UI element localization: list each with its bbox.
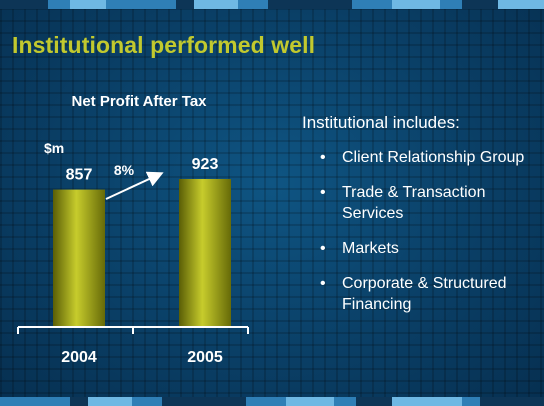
stripe-segment: [480, 397, 524, 406]
chart-title: Net Profit After Tax: [71, 93, 207, 110]
stripe-segment: [392, 397, 462, 406]
growth-percent-label: 8%: [114, 162, 135, 178]
bar-2005: [179, 179, 231, 327]
chart-unit-label: $m: [44, 140, 65, 156]
stripe-segment: [462, 0, 498, 9]
stripe-segment: [352, 0, 392, 9]
bullet-text: Client Relationship Group: [342, 149, 525, 166]
bullet-dot-icon: •: [320, 149, 326, 166]
bar-2004: [53, 189, 105, 327]
bullet-text: Markets: [342, 240, 399, 257]
stripe-segment: [238, 0, 268, 9]
bullet-text: Trade & Transaction Services: [342, 184, 486, 222]
bottom-stripe-band: [0, 397, 544, 406]
bullet-item: • Trade & Transaction Services: [318, 182, 540, 224]
stripe-segment: [0, 0, 48, 9]
bar-value-label: 857: [66, 167, 93, 184]
stripe-segment: [194, 0, 238, 9]
stripe-segment: [268, 0, 326, 9]
slide-title: Institutional performed well: [12, 32, 316, 58]
stripe-segment: [176, 0, 194, 9]
stripe-segment: [524, 397, 544, 406]
stripe-segment: [246, 397, 286, 406]
stripe-segment: [0, 397, 70, 406]
stripe-segment: [70, 397, 88, 406]
bullets-heading: Institutional includes:: [302, 113, 460, 132]
stripe-segment: [440, 0, 462, 9]
stripe-segment: [70, 0, 106, 9]
x-tick-label: 2004: [61, 349, 97, 366]
stripe-segment: [48, 0, 70, 9]
stripe-segment: [220, 397, 246, 406]
growth-arrow: [105, 171, 164, 200]
bullet-text: Corporate & Structured Financing: [342, 275, 507, 313]
stripe-segment: [326, 0, 352, 9]
bullet-item: • Client Relationship Group: [318, 147, 540, 168]
bar-value-label: 923: [192, 156, 219, 173]
stripe-segment: [106, 0, 176, 9]
x-tick-label: 2005: [187, 349, 223, 366]
bullet-item: • Markets: [318, 238, 540, 259]
stripe-segment: [286, 397, 334, 406]
bullet-item: • Corporate & Structured Financing: [318, 273, 540, 315]
bullet-list: • Client Relationship Group • Trade & Trans…: [318, 147, 540, 329]
bullet-dot-icon: •: [320, 240, 326, 257]
stripe-segment: [356, 397, 392, 406]
bullet-dot-icon: •: [320, 184, 326, 201]
stripe-segment: [392, 0, 440, 9]
stripe-segment: [498, 0, 544, 9]
bullet-dot-icon: •: [320, 275, 326, 292]
stripe-segment: [462, 397, 480, 406]
stripe-segment: [88, 397, 132, 406]
stripe-segment: [334, 397, 356, 406]
top-stripe-band: [0, 0, 544, 9]
stripe-segment: [162, 397, 220, 406]
stripe-segment: [132, 397, 162, 406]
